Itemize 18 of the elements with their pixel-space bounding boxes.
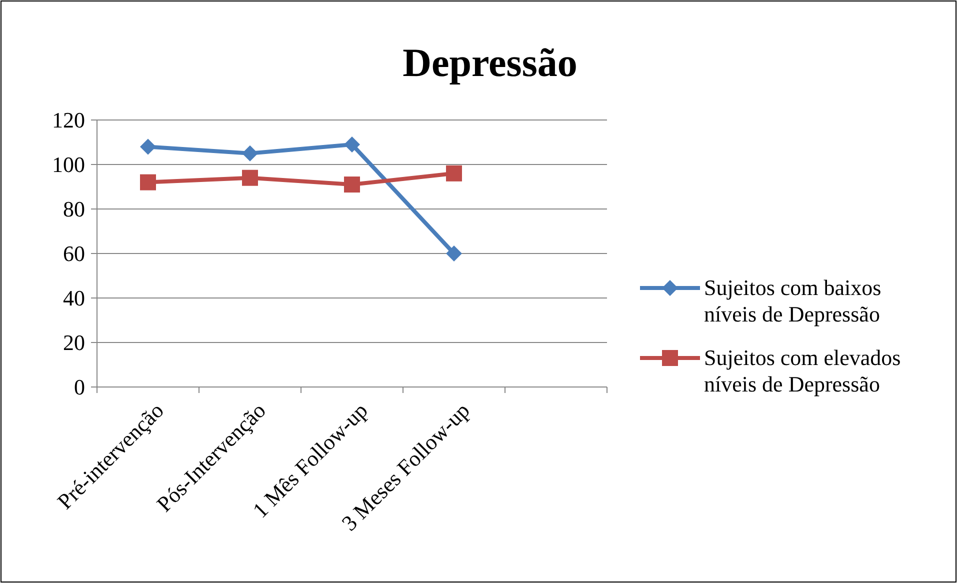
point <box>140 174 156 190</box>
y-tick-label: 60 <box>63 241 85 266</box>
point <box>140 138 156 155</box>
y-tick-label: 0 <box>74 374 85 400</box>
y-tick-label: 100 <box>52 152 85 178</box>
y-tick-label: 20 <box>63 330 85 356</box>
y-tick-label: 120 <box>52 108 85 133</box>
chart-title: Depressão <box>402 40 578 85</box>
legend-label: Sujeitos com baixos níveis de Depressão <box>704 275 882 326</box>
point <box>242 145 258 162</box>
legend-label: Sujeitos com elevados níveis de Depressão <box>704 345 901 396</box>
y-tick-label: 40 <box>63 286 85 311</box>
point <box>446 246 462 262</box>
point <box>242 170 258 186</box>
point <box>446 165 462 182</box>
point <box>344 136 360 152</box>
point <box>344 176 360 193</box>
y-tick-label: 80 <box>63 196 85 222</box>
